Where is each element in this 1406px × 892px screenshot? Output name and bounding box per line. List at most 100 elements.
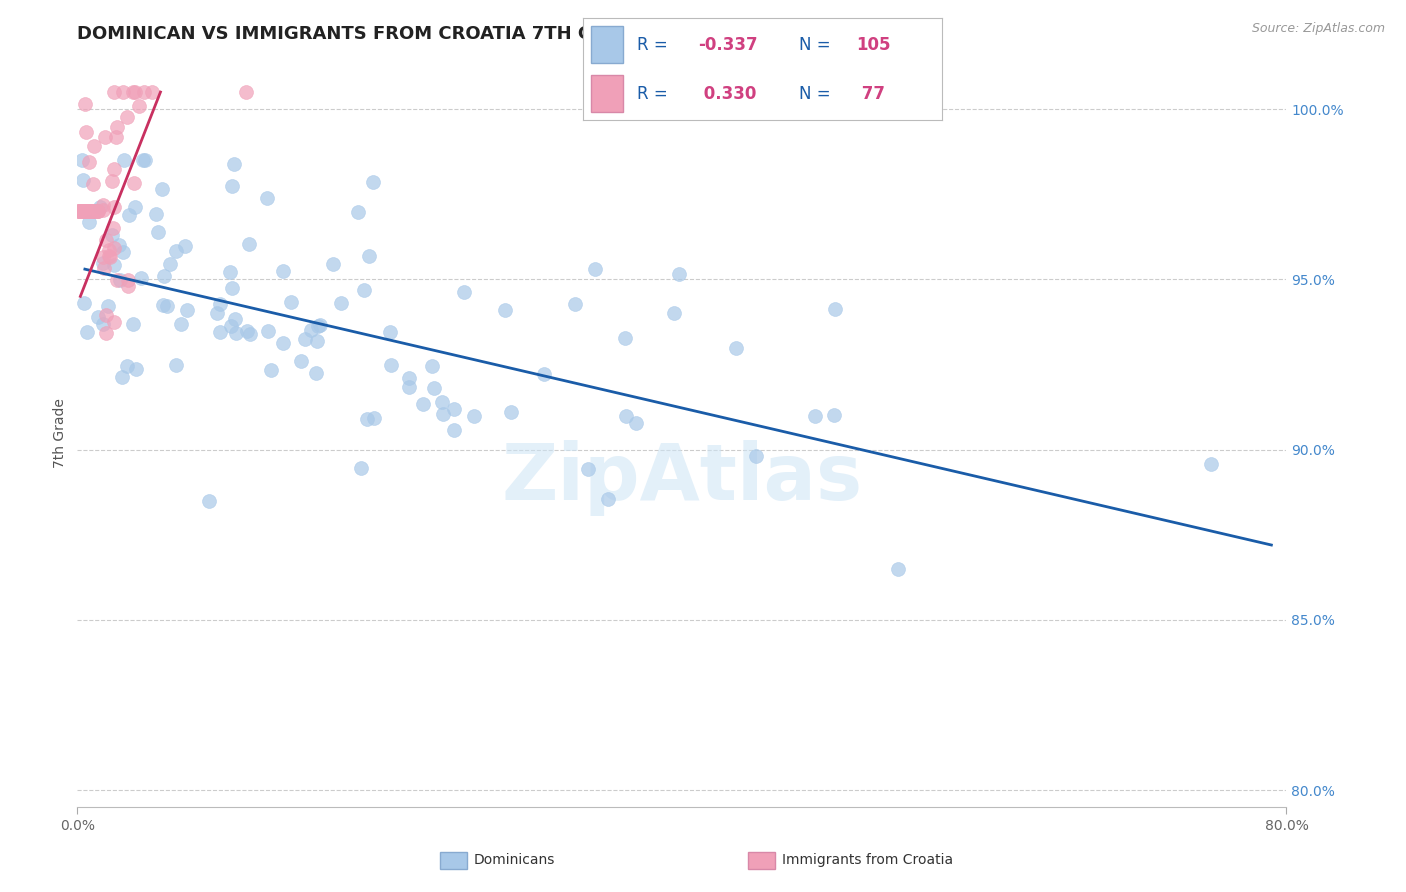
Point: [614, 331, 637, 345]
Point: [69, 204, 91, 219]
Point: [100, 174, 122, 188]
Point: [103, 258, 125, 272]
Point: [280, 295, 302, 310]
Text: -0.337: -0.337: [699, 36, 758, 54]
FancyBboxPatch shape: [748, 852, 775, 869]
Point: [134, 153, 156, 168]
Point: [145, 207, 167, 221]
Point: [70, 204, 93, 219]
Point: [76, 204, 98, 219]
Point: [67, 204, 90, 219]
Point: [97, 243, 120, 257]
Point: [128, 99, 150, 113]
Point: [378, 326, 401, 340]
Point: [117, 273, 139, 287]
Point: [124, 361, 146, 376]
Point: [79, 204, 101, 219]
Point: [307, 319, 329, 334]
Point: [443, 423, 465, 437]
Point: [87, 204, 110, 219]
Point: [76, 204, 98, 219]
Point: [308, 318, 330, 332]
Point: [104, 130, 127, 145]
Point: [330, 295, 353, 310]
Point: [356, 411, 378, 425]
Point: [69, 204, 91, 219]
Point: [823, 408, 845, 422]
Point: [70, 204, 93, 219]
Point: [146, 225, 169, 239]
Point: [271, 264, 294, 278]
Point: [412, 397, 434, 411]
Point: [219, 318, 242, 333]
Point: [803, 409, 825, 423]
Point: [583, 261, 606, 276]
Point: [152, 182, 174, 196]
Point: [420, 359, 443, 374]
Point: [69, 204, 91, 219]
Point: [103, 85, 125, 99]
Point: [69, 204, 91, 219]
Point: [93, 261, 115, 276]
Point: [69, 204, 91, 219]
Point: [67, 204, 90, 219]
Point: [668, 267, 690, 281]
Point: [75, 204, 97, 219]
Point: [70, 153, 93, 168]
Point: [218, 265, 240, 279]
Point: [132, 153, 155, 168]
Point: [96, 233, 118, 247]
Point: [118, 208, 141, 222]
Point: [77, 204, 100, 219]
Point: [103, 315, 125, 329]
Point: [103, 200, 125, 214]
Point: [596, 491, 619, 506]
Point: [121, 85, 143, 99]
Point: [626, 416, 648, 430]
Point: [75, 204, 97, 219]
Point: [361, 176, 384, 190]
Point: [73, 97, 96, 112]
Text: ZipAtlas: ZipAtlas: [502, 440, 862, 516]
Point: [100, 250, 122, 264]
Point: [353, 284, 375, 298]
Point: [97, 299, 120, 313]
Point: [346, 205, 368, 219]
Point: [380, 359, 402, 373]
Point: [165, 244, 187, 259]
Point: [664, 306, 686, 320]
Point: [84, 204, 107, 219]
Point: [887, 562, 910, 576]
Point: [82, 204, 104, 219]
Point: [115, 359, 138, 373]
Point: [141, 85, 163, 99]
Point: [108, 237, 131, 252]
Point: [357, 249, 380, 263]
Point: [79, 204, 101, 219]
FancyBboxPatch shape: [591, 26, 623, 63]
Point: [725, 341, 748, 355]
Point: [101, 227, 124, 242]
Point: [235, 85, 257, 99]
Text: Source: ZipAtlas.com: Source: ZipAtlas.com: [1251, 22, 1385, 36]
Point: [79, 204, 101, 219]
Point: [82, 204, 104, 219]
Text: 77: 77: [856, 85, 884, 103]
Point: [176, 303, 198, 318]
Point: [91, 318, 114, 332]
Text: Dominicans: Dominicans: [474, 854, 555, 867]
Point: [239, 326, 262, 341]
Point: [259, 363, 281, 377]
Point: [103, 161, 125, 176]
Point: [105, 273, 128, 287]
Point: [122, 176, 145, 190]
Point: [305, 366, 328, 380]
Point: [72, 204, 94, 219]
Text: N =: N =: [799, 85, 835, 103]
Point: [108, 273, 131, 287]
Point: [463, 409, 485, 423]
Point: [87, 204, 110, 219]
Point: [91, 256, 114, 270]
Point: [93, 198, 115, 212]
Point: [156, 299, 179, 313]
